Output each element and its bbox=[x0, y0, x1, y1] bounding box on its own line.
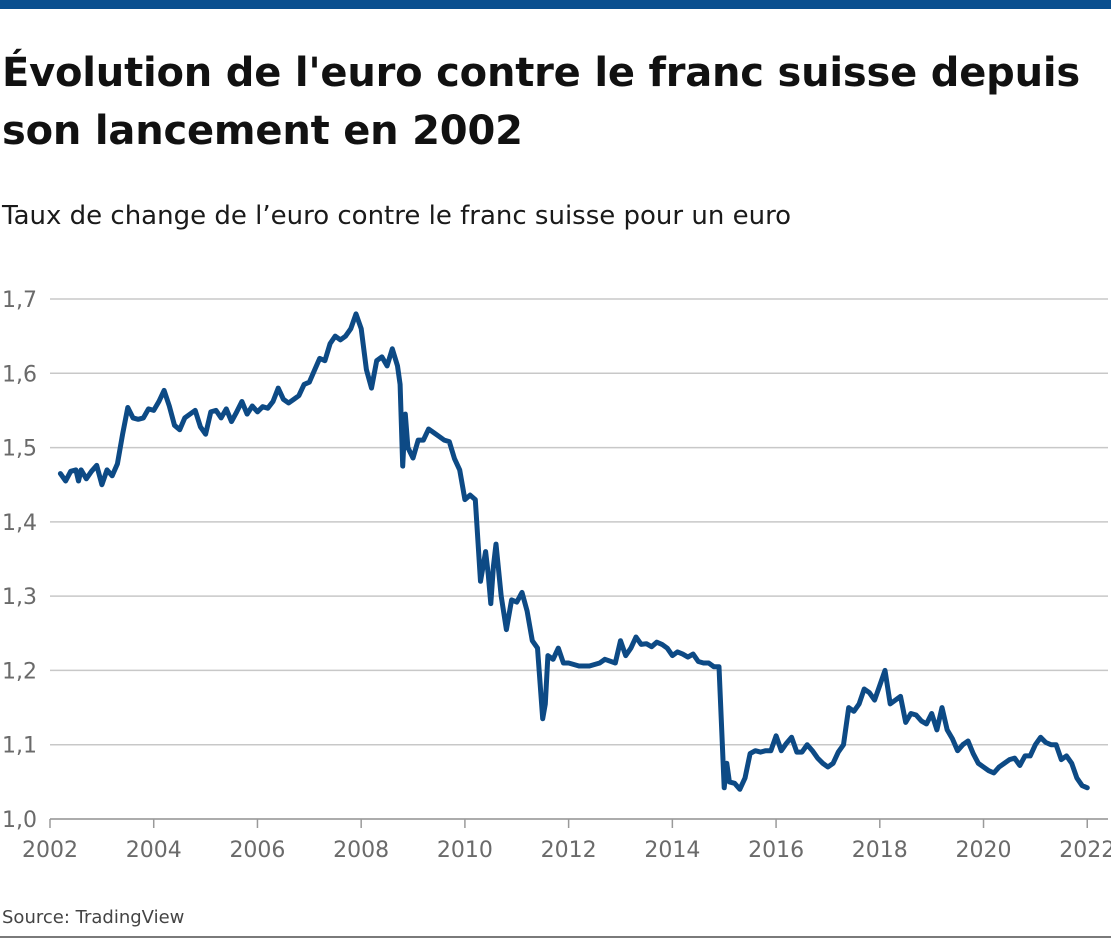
y-axis: 1,0 1,1 1,2 1,3 1,4 1,5 1,6 1,7 bbox=[2, 288, 37, 833]
y-tick-label: 1,6 bbox=[2, 362, 37, 387]
x-tick-label: 2014 bbox=[644, 838, 700, 863]
x-tick-label: 2022 bbox=[1059, 838, 1111, 863]
x-tick-label: 2012 bbox=[541, 838, 597, 863]
y-tick-label: 1,2 bbox=[2, 659, 37, 684]
exchange-rate-chart: 1,01,11,21,31,41,51,61,7 2002 2004 2006 200… bbox=[2, 288, 1111, 863]
x-tick-label: 2010 bbox=[437, 838, 493, 863]
y-tick-label: 1,3 bbox=[2, 585, 37, 610]
y-tick-label: 1,5 bbox=[2, 437, 37, 462]
source-note: Source: TradingView bbox=[2, 907, 185, 928]
series-line-eur-chf bbox=[57, 311, 1090, 792]
x-tick-label: 2008 bbox=[333, 838, 389, 863]
series-layer bbox=[57, 311, 1090, 792]
bottom-rule bbox=[0, 936, 1111, 938]
x-tick-label: 2006 bbox=[229, 838, 285, 863]
chart-subtitle: Taux de change de l’euro contre le franc… bbox=[2, 201, 792, 231]
y-tick-label: 1,4 bbox=[2, 511, 37, 536]
x-axis: 2002 2004 2006 2008 2010 2012 2014 2016 2018 2020… bbox=[22, 818, 1111, 863]
x-tick-label: 2004 bbox=[126, 838, 182, 863]
y-tick-label: 1,0 bbox=[2, 808, 37, 833]
grid-lines bbox=[50, 298, 1108, 820]
x-tick-label: 2016 bbox=[748, 838, 804, 863]
y-tick-label: 1,1 bbox=[2, 734, 37, 759]
y-tick-label: 1,7 bbox=[2, 288, 37, 313]
top-accent-bar bbox=[0, 0, 1111, 9]
x-tick-label: 2002 bbox=[22, 838, 78, 863]
x-tick-label: 2020 bbox=[956, 838, 1012, 863]
x-tick-label: 2018 bbox=[852, 838, 908, 863]
chart-title: Évolution de l'euro contre le franc suis… bbox=[2, 50, 1080, 154]
